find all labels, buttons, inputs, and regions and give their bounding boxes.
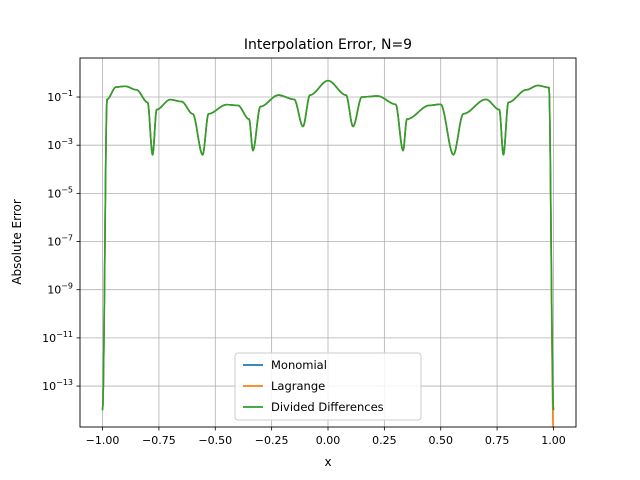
y-tick-label: 10−1 xyxy=(47,89,73,104)
x-tick-label: −0.75 xyxy=(142,434,176,447)
x-tick-label: 1.00 xyxy=(541,434,566,447)
y-tick-label: 10−11 xyxy=(42,330,73,345)
y-tick-label: 10−3 xyxy=(47,137,73,152)
y-tick-label: 10−7 xyxy=(47,234,73,249)
legend-box xyxy=(234,352,422,421)
x-tick-label: −0.50 xyxy=(198,434,232,447)
y-tick-label: 10−9 xyxy=(47,282,73,297)
legend-label: Lagrange xyxy=(271,379,325,393)
y-axis-label: Absolute Error xyxy=(10,199,24,285)
legend-label: Divided Differences xyxy=(271,400,384,414)
y-tick-label: 10−5 xyxy=(47,185,73,200)
x-tick-label: −0.25 xyxy=(255,434,289,447)
legend-label: Monomial xyxy=(271,358,327,372)
x-tick-label: 0.50 xyxy=(428,434,453,447)
legend: Monomial Lagrange Divided Differences xyxy=(234,352,422,421)
x-ticks: −1.00 −0.75 −0.50 −0.25 0.00 0.25 0.50 0.75 1.00 xyxy=(86,427,566,447)
series-lines xyxy=(101,79,555,428)
y-ticks: 10−13 10−11 10−9 10−7 10−5 10−3 10−1 xyxy=(42,89,80,393)
x-tick-label: −1.00 xyxy=(86,434,120,447)
x-tick-label: 0.25 xyxy=(372,434,397,447)
y-tick-label: 10−13 xyxy=(42,378,73,393)
x-tick-label: 0.00 xyxy=(316,434,341,447)
series-line-2 xyxy=(101,79,555,411)
chart-title: Interpolation Error, N=9 xyxy=(244,37,412,53)
x-axis-label: x xyxy=(324,455,331,469)
x-tick-label: 0.75 xyxy=(485,434,510,447)
